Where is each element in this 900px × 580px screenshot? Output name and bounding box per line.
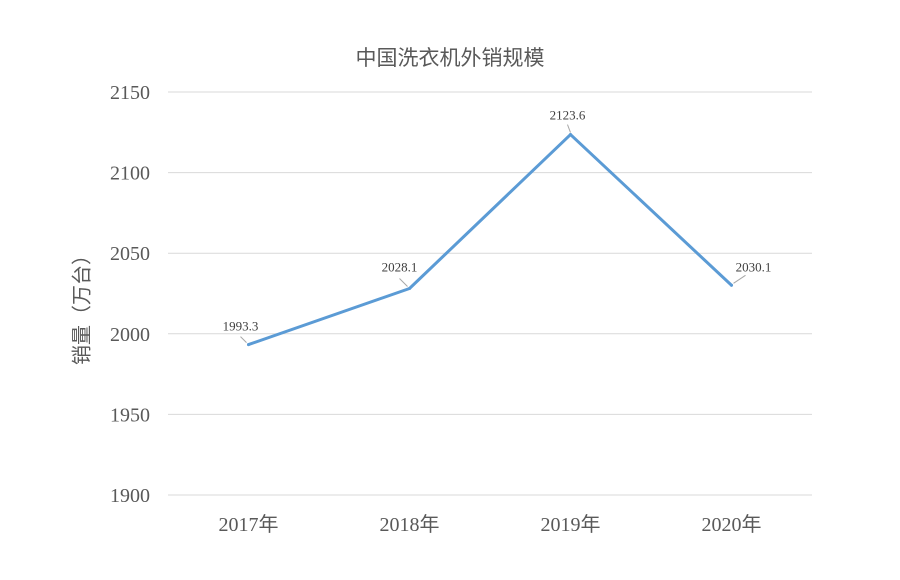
x-tick-label: 2017年 xyxy=(219,513,279,536)
data-label-leader xyxy=(399,278,408,287)
data-label-leader xyxy=(733,274,746,284)
y-tick-label: 2100 xyxy=(110,163,150,185)
data-label: 2030.1 xyxy=(736,259,772,274)
data-point xyxy=(569,133,572,137)
data-label-leader xyxy=(240,336,247,343)
y-tick-label: 1900 xyxy=(110,485,150,507)
x-tick-label: 2019年 xyxy=(541,513,601,536)
data-label-leader xyxy=(567,124,571,133)
data-point xyxy=(408,287,411,291)
x-tick-label: 2020年 xyxy=(702,513,762,536)
y-tick-label: 2150 xyxy=(110,82,150,104)
y-tick-label: 2050 xyxy=(110,243,150,265)
y-tick-label: 2000 xyxy=(110,324,150,346)
data-label: 1993.3 xyxy=(223,319,259,334)
data-point xyxy=(247,343,250,347)
chart-title: 中国洗衣机外销规模 xyxy=(355,46,545,70)
data-label: 2028.1 xyxy=(382,260,418,275)
x-tick-label: 2018年 xyxy=(380,513,440,536)
data-point xyxy=(730,283,733,287)
data-label: 2123.6 xyxy=(550,108,586,123)
y-tick-label: 1950 xyxy=(110,404,150,426)
series-line xyxy=(247,133,733,347)
